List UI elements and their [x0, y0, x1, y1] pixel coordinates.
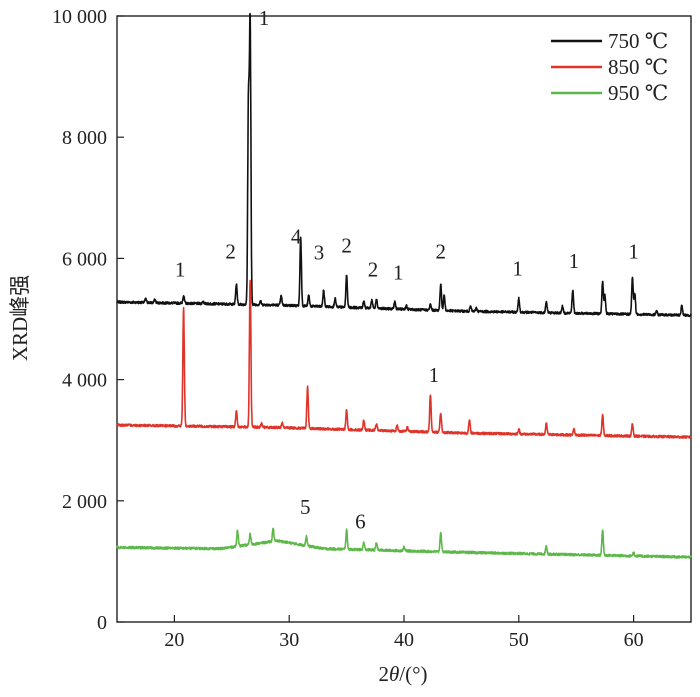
x-tick-label: 40 — [394, 629, 414, 651]
x-tick-label: 30 — [279, 629, 299, 651]
peak-label: 1 — [259, 6, 270, 30]
y-tick-label: 10 000 — [52, 6, 107, 28]
peak-label: 2 — [435, 239, 446, 263]
series-line-0 — [116, 12, 692, 318]
peak-label: 1 — [628, 239, 639, 263]
plot-area — [116, 15, 692, 623]
y-axis-title: XRD峰强 — [8, 275, 32, 361]
y-tick-label: 8 000 — [62, 127, 107, 149]
peak-label: 1 — [429, 363, 440, 387]
legend-label: 950 ℃ — [608, 81, 668, 105]
peak-label: 3 — [314, 241, 325, 265]
peak-label: 1 — [175, 258, 186, 282]
series-line-1 — [116, 279, 692, 439]
x-tick-label: 60 — [624, 629, 644, 651]
peak-label: 1 — [512, 256, 523, 280]
peak-label: 2 — [368, 258, 379, 282]
y-tick-label: 0 — [97, 612, 107, 634]
peak-label: 2 — [225, 239, 236, 263]
x-tick-label: 50 — [509, 629, 529, 651]
peak-label: 6 — [355, 510, 366, 534]
x-tick-label: 20 — [164, 629, 184, 651]
peak-label: 4 — [291, 224, 302, 248]
plot-frame — [116, 15, 692, 623]
peak-label: 1 — [569, 249, 580, 273]
x-axis-title: 2θ/(°) — [378, 662, 427, 686]
y-tick-label: 2 000 — [62, 491, 107, 513]
peak-label: 5 — [300, 495, 311, 519]
y-tick-label: 4 000 — [62, 370, 107, 392]
series-layer — [116, 12, 692, 559]
peak-label: 2 — [341, 233, 352, 257]
y-tick-label: 6 000 — [62, 248, 107, 270]
series-line-2 — [116, 527, 692, 559]
peak-label: 1 — [393, 261, 404, 285]
legend-label: 750 ℃ — [608, 29, 668, 53]
ticks-layer: 20 30 40 50 60 0 2 000 4 000 6 000 8 000 10 000 — [52, 6, 644, 651]
legend-label: 850 ℃ — [608, 55, 668, 79]
